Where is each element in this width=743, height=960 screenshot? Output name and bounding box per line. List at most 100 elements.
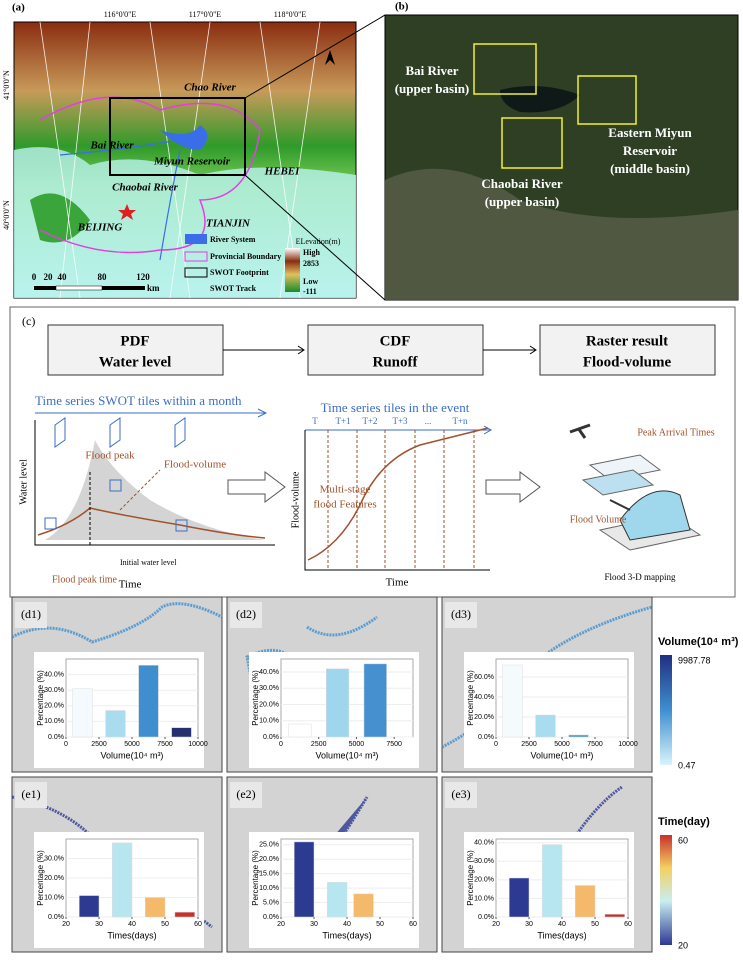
panel-b	[384, 14, 739, 301]
x-tick-label: 30	[525, 921, 533, 928]
x-tick-label: 20	[277, 921, 285, 928]
x-axis-label: Times(days)	[107, 930, 156, 940]
axis-label: Time	[386, 577, 409, 589]
y-tick-label: 20.0%	[44, 875, 64, 882]
y-tick-label: 10.0%	[474, 895, 494, 902]
place-name: TIANJIN	[206, 218, 251, 230]
x-tick-label: 5000	[124, 741, 140, 748]
tile-label: T+3	[392, 416, 408, 426]
panel-a	[13, 14, 386, 301]
y-tick-label: 20.0%	[474, 877, 494, 884]
panel-label: (a)	[12, 2, 25, 14]
x-tick-label: 7500	[386, 741, 402, 748]
panel-label: (d3)	[451, 607, 471, 621]
x-tick-label: 10000	[188, 741, 208, 748]
y-tick-label: 30.0%	[259, 685, 279, 692]
x-axis-label: Times(days)	[322, 930, 371, 940]
time-colorbar	[660, 835, 672, 945]
lon-label: 116°0'0"E	[104, 10, 137, 19]
step-subtitle: Flood-volume	[583, 354, 672, 370]
bar	[72, 688, 93, 738]
annotation: Flood Volume	[570, 514, 627, 525]
colorbar-max: 9987.78	[678, 655, 711, 665]
step-box	[307, 324, 484, 376]
x-axis-label: Times(days)	[537, 930, 586, 940]
x-tick-label: 60	[409, 921, 417, 928]
y-tick-label: 20.0%	[474, 714, 494, 721]
flow-arrows	[223, 345, 537, 355]
elevation-title: ELevation(m)	[296, 237, 341, 246]
river-map	[11, 602, 223, 644]
panel-label: (b)	[395, 1, 409, 13]
label-box	[445, 602, 477, 628]
bar	[293, 841, 315, 918]
connector	[244, 14, 386, 99]
y-tick-label: 40.0%	[474, 840, 494, 847]
panel-label: (c)	[22, 314, 35, 328]
y-tick-label: 0.0%	[48, 734, 64, 741]
lat-label: 40°0'0"N	[2, 200, 11, 230]
x-axis-label: Volume(10⁴ m³)	[531, 750, 594, 760]
x-tick-label: 10000	[618, 741, 638, 748]
annotation: Flood-volume	[164, 459, 226, 471]
step-subtitle: Runoff	[372, 354, 418, 370]
satellite	[569, 423, 591, 439]
site-label: Chaobai River	[481, 176, 562, 191]
uncertainty-area	[45, 440, 265, 540]
annotation: flood Features	[313, 499, 376, 511]
step-box	[539, 324, 716, 376]
axis-label: Water level	[18, 459, 29, 505]
scale-label: 80	[98, 272, 108, 282]
caption: Flood 3-D mapping	[605, 572, 676, 582]
label-box	[15, 782, 47, 808]
bar	[326, 668, 350, 738]
elevation-value: 2853	[303, 259, 319, 268]
axes	[304, 430, 490, 571]
site-label: (middle basin)	[610, 161, 690, 176]
x-tick-label: 50	[376, 921, 384, 928]
3d-map	[569, 423, 702, 551]
rivers	[59, 139, 181, 261]
x-axis-label: Volume(10⁴ m³)	[316, 750, 379, 760]
x-tick-label: 30	[310, 921, 318, 928]
step-box	[47, 324, 224, 376]
pointer	[609, 499, 631, 511]
step-title: CDF	[380, 333, 411, 349]
y-tick-label: 20.0%	[44, 703, 64, 710]
site-boxes	[473, 43, 637, 169]
legend-swatch	[184, 251, 208, 262]
y-axis-label: Percentage (%)	[36, 670, 45, 726]
x-tick-label: 20	[492, 921, 500, 928]
y-tick-label: 40.0%	[474, 694, 494, 701]
place-name: HEBEI	[264, 166, 301, 178]
y-axis-label: Percentage (%)	[466, 850, 475, 906]
bar	[568, 734, 589, 738]
site-label: Eastern Miyun	[608, 125, 692, 140]
legend-swatch	[185, 234, 207, 244]
tile-label: T	[312, 416, 318, 426]
y-axis-label: Percentage (%)	[466, 670, 475, 726]
legend-text: SWOT Track	[210, 284, 257, 293]
north-arrow	[325, 50, 335, 65]
reservoir	[500, 86, 580, 113]
y-tick-label: 40.0%	[259, 669, 279, 676]
scale-label: 20	[44, 272, 54, 282]
y-tick-label: 30.0%	[44, 687, 64, 694]
x-tick-label: 50	[591, 921, 599, 928]
x-tick-label: 0	[279, 741, 283, 748]
layer	[588, 454, 662, 481]
bar	[535, 714, 556, 738]
y-tick-label: 0.0%	[263, 734, 279, 741]
scale-bar	[34, 286, 56, 290]
y-tick-label: 0.0%	[478, 734, 494, 741]
legend-text: SWOT Footprint	[210, 268, 269, 277]
bar	[508, 877, 530, 918]
tile-label: ...	[425, 416, 432, 426]
panel-label: (d1)	[21, 607, 41, 621]
y-tick-label: 20.0%	[259, 856, 279, 863]
x-tick-label: 7500	[587, 741, 603, 748]
y-tick-label: 60.0%	[474, 674, 494, 681]
elevation-bar	[285, 248, 300, 292]
place-name: BEIJING	[77, 222, 123, 234]
